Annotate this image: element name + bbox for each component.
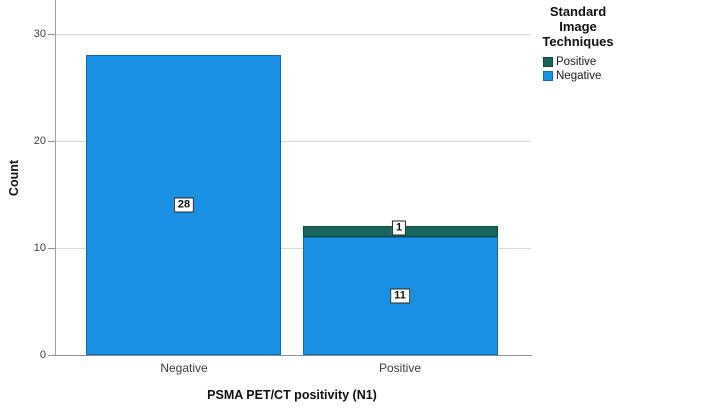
gridline-10 [56,248,531,249]
legend-item-label: Negative [556,70,602,82]
legend-title-line-3: Techniques [542,34,614,49]
x-axis-title: PSMA PET/CT positivity (N1) [207,388,377,402]
y-tick-label-0: 0 [39,349,46,361]
y-tick-20 [48,141,55,142]
legend-item-label: Positive [556,56,597,68]
value-label-1: 1 [391,220,407,236]
y-tick-label-10: 10 [33,242,46,254]
legend-swatch-positive-icon [543,57,553,67]
y-axis-title: Count [7,159,21,197]
x-axis-line [55,355,532,356]
value-label-28: 28 [173,197,195,213]
legend-item-positive: Positive [543,55,623,69]
legend-swatch-negative-icon [543,71,553,81]
legend-item-negative: Negative [543,69,623,83]
y-axis-line [55,0,56,356]
legend-title-line-1: Standard [549,4,607,19]
gridline-20 [56,141,531,142]
legend-title: Standard Image Techniques [533,4,623,49]
legend-items: Positive Negative [543,55,623,83]
legend: Standard Image Techniques Positive Negat… [533,4,623,83]
y-tick-0 [48,355,55,356]
y-tick-30 [48,34,55,35]
category-label-positive: Positive [378,361,422,375]
category-label-negative: Negative [160,361,208,375]
y-tick-label-20: 20 [33,135,46,147]
gridline-30 [56,34,531,35]
legend-title-line-2: Image [559,19,597,34]
y-tick-10 [48,248,55,249]
value-label-11: 11 [390,288,410,304]
y-tick-label-30: 30 [33,28,46,40]
